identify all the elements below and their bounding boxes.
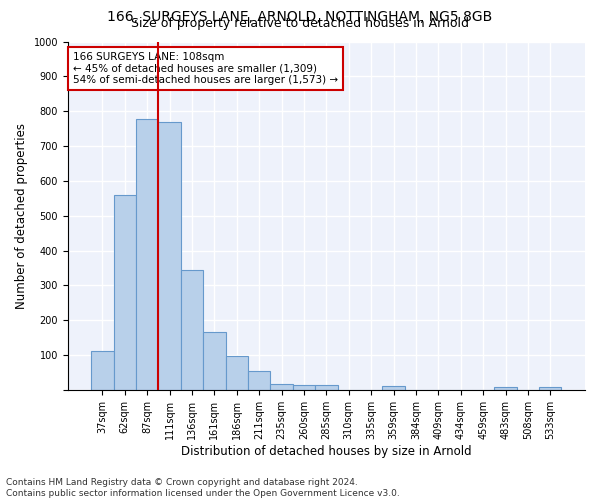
Text: Size of property relative to detached houses in Arnold: Size of property relative to detached ho… — [131, 18, 469, 30]
Text: Contains HM Land Registry data © Crown copyright and database right 2024.
Contai: Contains HM Land Registry data © Crown c… — [6, 478, 400, 498]
Bar — [382, 386, 405, 390]
Bar — [136, 119, 158, 390]
Text: 166, SURGEYS LANE, ARNOLD, NOTTINGHAM, NG5 8GB: 166, SURGEYS LANE, ARNOLD, NOTTINGHAM, N… — [107, 10, 493, 24]
Y-axis label: Number of detached properties: Number of detached properties — [15, 122, 28, 308]
Bar — [203, 332, 226, 390]
X-axis label: Distribution of detached houses by size in Arnold: Distribution of detached houses by size … — [181, 444, 472, 458]
Bar — [315, 385, 338, 390]
Bar — [494, 387, 517, 390]
Bar — [293, 385, 315, 390]
Bar — [226, 356, 248, 390]
Bar — [271, 384, 293, 390]
Bar — [91, 351, 113, 390]
Bar — [539, 387, 562, 390]
Bar — [248, 372, 271, 390]
Bar — [181, 270, 203, 390]
Bar — [158, 122, 181, 390]
Bar — [113, 196, 136, 390]
Text: 166 SURGEYS LANE: 108sqm
← 45% of detached houses are smaller (1,309)
54% of sem: 166 SURGEYS LANE: 108sqm ← 45% of detach… — [73, 52, 338, 85]
